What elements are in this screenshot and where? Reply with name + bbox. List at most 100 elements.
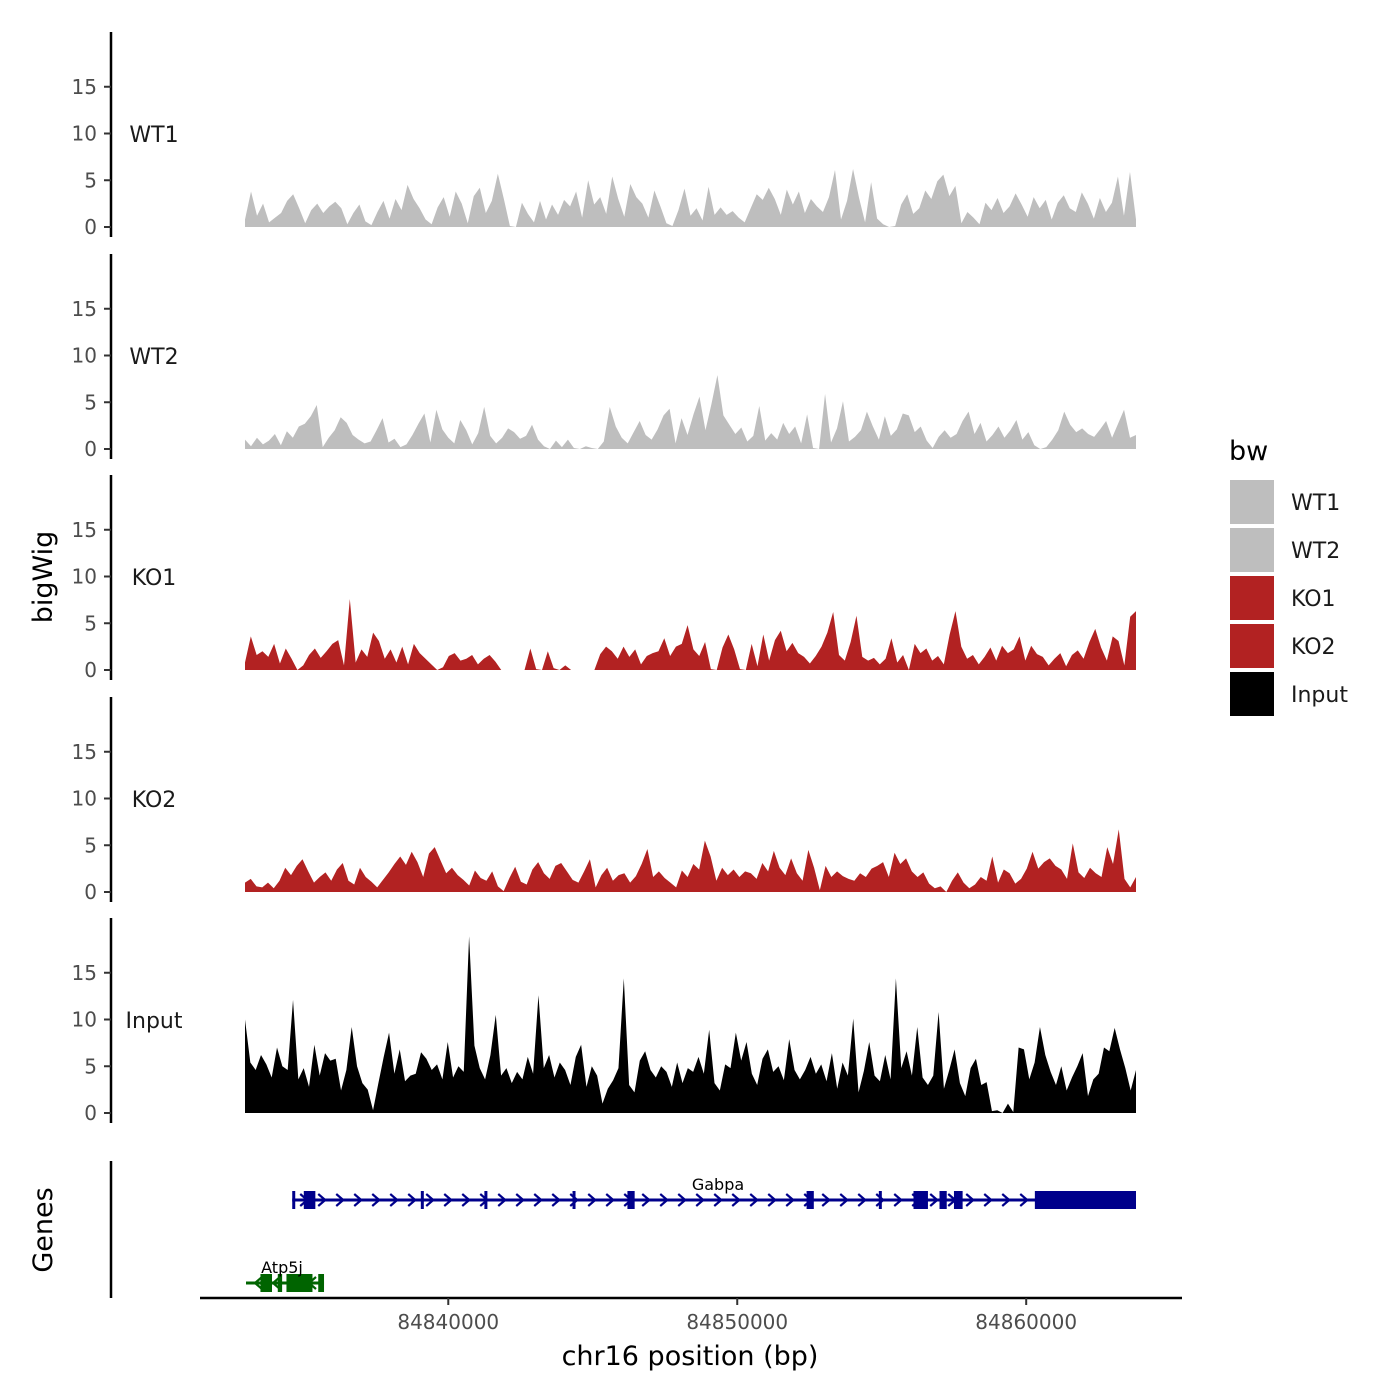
panel-ko2: 0 5 10 15 KO2: [72, 697, 1136, 904]
strand-chevron: [875, 1193, 885, 1207]
legend-entry-input: Input: [1230, 672, 1348, 716]
gene-exon: [420, 1191, 424, 1209]
strand-chevron: [659, 1193, 669, 1207]
y-tick-label: 15: [72, 740, 97, 764]
legend-label: WT1: [1291, 491, 1340, 516]
panel-ko1: 0 5 10 15 KO1: [72, 475, 1136, 682]
y-tick-label: 5: [84, 168, 97, 192]
y-tick-label: 0: [84, 1101, 97, 1125]
strand-chevron: [253, 1276, 263, 1290]
bigwig-panels: 0 5 10 15 WT1 0 5 10 15 WT2 0 5 10 15 KO1 0 5 10 15 KO2 0 5 10…: [72, 32, 1136, 1125]
gene-exon: [939, 1191, 947, 1209]
y-tick-label: 10: [72, 1008, 97, 1032]
strand-chevron: [533, 1193, 543, 1207]
gene-exon: [318, 1274, 325, 1292]
gene-label: Atp5j: [261, 1258, 303, 1277]
strand-chevron: [821, 1193, 831, 1207]
x-axis-title: chr16 position (bp): [562, 1341, 819, 1372]
strand-chevron: [1001, 1193, 1011, 1207]
area-input: [245, 936, 1136, 1113]
legend-label: WT2: [1291, 539, 1340, 564]
strand-chevron: [587, 1193, 597, 1207]
strand-chevron: [425, 1193, 435, 1207]
strand-chevron: [407, 1193, 417, 1207]
strand-chevron: [857, 1193, 867, 1207]
y-tick-label: 0: [84, 215, 97, 239]
area-ko1: [245, 598, 1136, 670]
gene-exon: [260, 1274, 273, 1292]
gene-exon: [572, 1191, 576, 1209]
track-label-input: Input: [126, 1009, 183, 1034]
strand-chevron: [785, 1193, 795, 1207]
area-ko2: [245, 829, 1136, 892]
y-tick-label: 5: [84, 390, 97, 414]
strand-chevron: [551, 1193, 561, 1207]
strand-chevron: [1019, 1193, 1029, 1207]
track-label-wt1: WT1: [129, 123, 178, 148]
strand-chevron: [677, 1193, 687, 1207]
gene-exon: [806, 1191, 814, 1209]
area-wt1: [245, 169, 1136, 227]
strand-chevron: [461, 1193, 471, 1207]
legend-swatch: [1230, 480, 1274, 524]
strand-chevron: [335, 1193, 345, 1207]
track-label-ko1: KO1: [132, 566, 177, 591]
x-tick-label: 84840000: [397, 1310, 499, 1334]
gene-label: Gabpa: [692, 1175, 744, 1194]
track-label-wt2: WT2: [129, 345, 178, 370]
strand-chevron: [893, 1193, 903, 1207]
strand-chevron: [839, 1193, 849, 1207]
strand-chevron: [515, 1193, 525, 1207]
legend-swatch: [1230, 672, 1274, 716]
strand-chevron: [641, 1193, 651, 1207]
legend-entry-ko1: KO1: [1230, 576, 1336, 620]
legend-label: KO2: [1291, 635, 1336, 660]
genes-axis-title: Genes: [28, 1187, 59, 1272]
legend-entry-wt2: WT2: [1230, 528, 1340, 572]
strand-chevron: [767, 1193, 777, 1207]
y-tick-label: 10: [72, 787, 97, 811]
gene-exon: [913, 1191, 928, 1209]
legend: bw WT1 WT2 KO1 KO2 Input: [1229, 436, 1348, 716]
y-tick-label: 0: [84, 880, 97, 904]
legend-label: Input: [1291, 683, 1348, 708]
strand-chevron: [965, 1193, 975, 1207]
y-tick-label: 10: [72, 344, 97, 368]
legend-title: bw: [1229, 436, 1268, 467]
gene-exon: [627, 1191, 635, 1209]
gene-exon: [292, 1191, 296, 1209]
strand-chevron: [353, 1193, 363, 1207]
y-tick-label: 10: [72, 565, 97, 589]
x-axis: 84840000 84850000 84860000: [200, 1296, 1182, 1334]
area-wt2: [245, 375, 1136, 449]
strand-chevron: [713, 1193, 723, 1207]
strand-chevron: [371, 1193, 381, 1207]
track-label-ko2: KO2: [132, 788, 177, 813]
gene-exon: [953, 1191, 963, 1209]
gene-exon: [303, 1191, 316, 1209]
strand-chevron: [929, 1193, 939, 1207]
y-tick-label: 15: [72, 75, 97, 99]
strand-chevron: [731, 1193, 741, 1207]
strand-chevron: [389, 1193, 399, 1207]
strand-chevron: [749, 1193, 759, 1207]
y-tick-label: 5: [84, 1054, 97, 1078]
y-tick-label: 15: [72, 518, 97, 542]
strand-chevron: [443, 1193, 453, 1207]
legend-entry-ko2: KO2: [1230, 624, 1336, 668]
legend-label: KO1: [1291, 587, 1336, 612]
y-axis-title: bigWig: [28, 531, 59, 624]
gene-gabpa: Gabpa: [292, 1175, 1136, 1209]
y-tick-label: 10: [72, 122, 97, 146]
legend-entry-wt1: WT1: [1230, 480, 1340, 524]
gene-exon: [277, 1274, 283, 1292]
panel-wt1: 0 5 10 15 WT1: [72, 32, 1136, 239]
gene-exon: [878, 1191, 882, 1209]
legend-swatch: [1230, 624, 1274, 668]
y-tick-label: 15: [72, 961, 97, 985]
y-tick-label: 5: [84, 833, 97, 857]
panel-input: 0 5 10 15 Input: [72, 918, 1136, 1125]
y-tick-label: 0: [84, 437, 97, 461]
genes-panel: Gabpa Atp5j: [109, 1161, 1136, 1298]
y-tick-label: 15: [72, 297, 97, 321]
